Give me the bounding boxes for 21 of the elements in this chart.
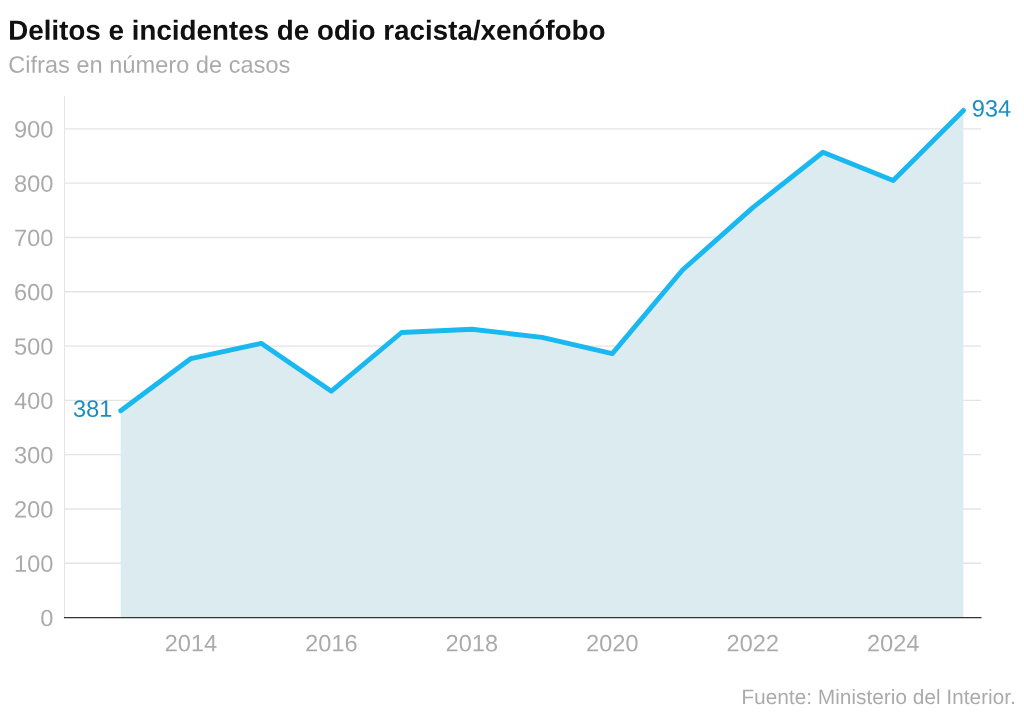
y-tick-label: 600 (15, 283, 53, 301)
chart-subtitle: Cifras en número de casos (9, 55, 290, 73)
x-tick-label: 2014 (165, 634, 217, 652)
x-tick-label: 2024 (868, 634, 919, 652)
x-tick-label: 2020 (587, 634, 638, 652)
y-tick-label: 0 (41, 609, 53, 627)
x-tick-label: 2018 (446, 634, 498, 652)
x-tick-label: 2022 (727, 634, 778, 652)
source-note: Fuente: Ministerio del Interior. (743, 688, 1014, 705)
y-tick-label: 800 (15, 175, 53, 192)
y-tick-label: 900 (15, 120, 53, 138)
data-label: 381 (73, 400, 112, 418)
y-tick-label: 500 (14, 338, 53, 355)
y-tick-label: 200 (15, 501, 53, 518)
y-tick-label: 100 (15, 555, 53, 573)
y-tick-label: 700 (15, 229, 53, 247)
x-tick-label: 2016 (306, 634, 357, 652)
chart-title: Delitos e incidentes de odio racista/xenófobo (10, 19, 605, 41)
data-label: 934 (972, 100, 1011, 117)
y-tick-label: 400 (14, 392, 53, 410)
y-tick-label: 300 (14, 446, 53, 464)
